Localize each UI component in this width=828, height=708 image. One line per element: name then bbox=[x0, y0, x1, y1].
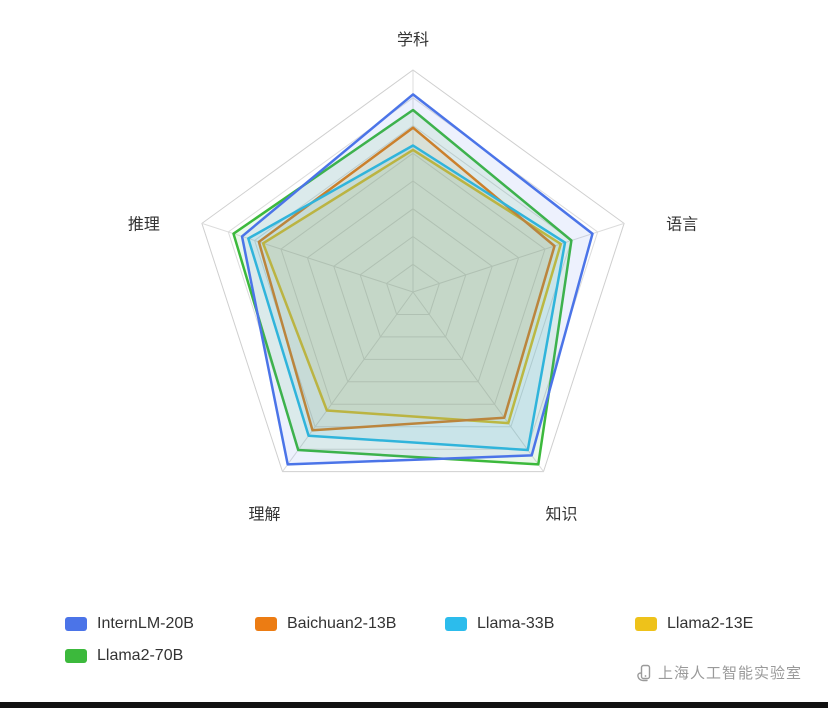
axis-spoke bbox=[412, 222, 625, 293]
legend-label: Baichuan2-13B bbox=[287, 615, 397, 632]
axis-label-1: 学科 bbox=[397, 31, 429, 49]
phone-in-hand-icon bbox=[634, 664, 652, 682]
radar-series-Llama2-70B bbox=[232, 108, 573, 466]
radar-chart: 学科语言知识 理解 推理 bbox=[128, 31, 698, 524]
watermark-text: 上海人工智能实验室 bbox=[657, 665, 802, 682]
radar-series-Baichuan2-13B bbox=[257, 126, 556, 432]
legend-label: InternLM-20B bbox=[97, 615, 194, 632]
legend-item-Llama2-70B[interactable]: Llama2-70B bbox=[65, 647, 255, 665]
legend-swatch bbox=[65, 617, 87, 631]
grid-ring bbox=[280, 152, 546, 405]
grid-ring bbox=[386, 263, 440, 315]
grid-ring bbox=[201, 69, 625, 473]
grid-ring bbox=[227, 97, 599, 450]
axis-label-2: 语言 bbox=[666, 215, 698, 233]
axis-spoke bbox=[201, 222, 414, 293]
grid-ring bbox=[359, 235, 467, 338]
legend-label: Llama2-70B bbox=[97, 647, 184, 664]
grid-ring bbox=[306, 180, 520, 383]
axis-spoke bbox=[412, 291, 544, 472]
chart-legend: InternLM-20B Baichuan2-13B Llama-33B Llama2… bbox=[65, 615, 827, 665]
legend-item-Llama2-13E[interactable]: Llama2-13E bbox=[635, 615, 825, 633]
axis-label-4: 理解 bbox=[248, 506, 280, 524]
radar-series-Llama2-13E bbox=[261, 148, 563, 425]
legend-item-Llama-33B[interactable]: Llama-33B bbox=[445, 615, 635, 633]
axis-label-3: 知识 bbox=[545, 506, 577, 524]
legend-item-Baichuan2-13B[interactable]: Baichuan2-13B bbox=[255, 615, 445, 633]
legend-label: Llama-33B bbox=[477, 615, 555, 632]
legend-swatch bbox=[65, 649, 87, 663]
legend-swatch bbox=[635, 617, 657, 631]
legend-swatch bbox=[255, 617, 277, 631]
grid-ring bbox=[333, 208, 493, 360]
legend-swatch bbox=[445, 617, 467, 631]
watermark: 上海人工智能实验室 bbox=[634, 662, 802, 683]
axis-label-5: 推理 bbox=[128, 215, 160, 233]
radar-series-Llama-33B bbox=[247, 144, 567, 452]
legend-label: Llama2-13E bbox=[667, 615, 754, 632]
radar-series-InternLM-20B bbox=[240, 93, 594, 466]
bottom-bar bbox=[0, 702, 828, 708]
legend-item-InternLM-20B[interactable]: InternLM-20B bbox=[65, 615, 255, 633]
axis-spoke bbox=[282, 291, 414, 472]
